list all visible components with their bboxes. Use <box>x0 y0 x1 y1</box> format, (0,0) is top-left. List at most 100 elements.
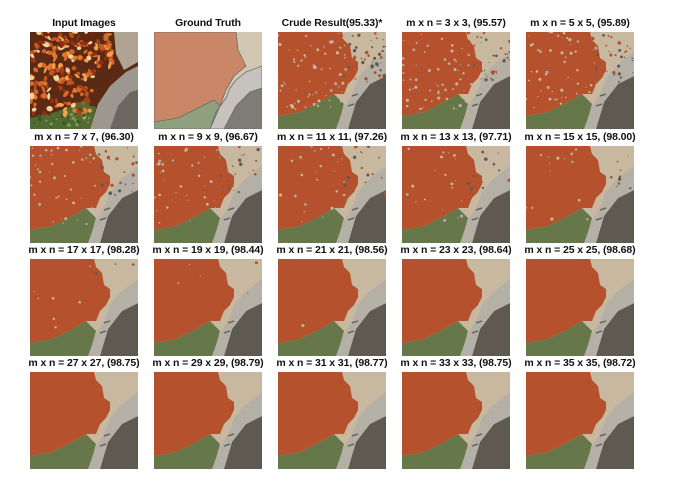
noise-speck <box>199 275 201 277</box>
noise-speck <box>37 297 40 300</box>
grass-region <box>154 321 220 356</box>
stone-crack <box>595 207 607 221</box>
leaf-blob <box>79 41 88 46</box>
noise-speck <box>463 89 465 91</box>
grass-blob <box>87 121 90 124</box>
noise-speck <box>352 155 357 159</box>
noise-speck <box>357 33 361 37</box>
gt-stone-region <box>210 66 262 129</box>
leaf-blob <box>43 75 48 82</box>
noise-speck <box>309 44 312 47</box>
noise-speck <box>599 57 601 59</box>
noise-speck <box>453 154 456 157</box>
leaf-blob <box>70 102 76 108</box>
noise-speck <box>569 51 573 55</box>
noise-speck <box>461 47 463 50</box>
noise-speck <box>247 292 249 294</box>
noise-speck <box>490 77 492 80</box>
noise-speck <box>360 151 362 153</box>
noise-speck <box>213 200 215 202</box>
noise-speck <box>62 222 64 224</box>
grass-region <box>402 94 468 129</box>
noise-speck <box>570 43 572 45</box>
panel-caption: Input Images <box>52 17 116 29</box>
noise-speck <box>440 37 444 40</box>
noise-speck <box>384 191 386 196</box>
noise-speck <box>481 181 484 183</box>
leaf-blob <box>91 69 97 75</box>
noise-speck <box>576 92 578 95</box>
noise-speck <box>337 87 339 89</box>
leaf-blob <box>72 108 77 113</box>
noise-speck <box>384 304 386 307</box>
noise-speck <box>414 78 418 82</box>
noise-speck <box>434 170 436 172</box>
stone-region <box>584 52 634 129</box>
leaf-blob <box>30 81 35 86</box>
noise-speck <box>576 82 580 85</box>
stone-crack <box>471 320 483 334</box>
noise-speck <box>467 53 470 57</box>
noise-speck <box>221 262 224 265</box>
segmentation-image <box>526 372 634 469</box>
noise-speck <box>549 49 552 52</box>
leaf-blob <box>91 90 97 95</box>
noise-speck <box>561 97 563 99</box>
noise-speck <box>444 88 447 92</box>
panel-caption: m x n = 33 x 33, (98.75) <box>400 357 512 369</box>
noise-speck <box>354 78 357 80</box>
noise-speck <box>38 170 42 174</box>
leaf-blob <box>45 50 50 54</box>
noise-speck <box>158 159 162 163</box>
noise-speck <box>546 86 550 89</box>
noise-speck <box>377 65 379 67</box>
leaf-blob <box>56 45 60 51</box>
segmentation-image <box>402 372 510 469</box>
noise-speck <box>187 199 189 201</box>
stone-region <box>88 166 138 243</box>
leaves-region <box>30 146 110 230</box>
noise-speck <box>323 45 325 48</box>
leaf-blob <box>47 50 53 56</box>
stone-region <box>584 392 634 469</box>
leaf-blob <box>76 85 85 89</box>
noise-speck <box>366 81 368 83</box>
noise-speck <box>330 206 334 210</box>
noise-speck <box>585 86 587 88</box>
leaf-blob <box>37 40 46 44</box>
leaf-blob <box>30 76 35 81</box>
noise-speck <box>219 174 222 177</box>
noise-speck <box>342 104 345 107</box>
noise-speck <box>472 64 476 67</box>
noise-speck <box>617 72 621 76</box>
grass-blob <box>75 122 79 127</box>
noise-speck <box>455 82 459 86</box>
leaf-blob <box>41 106 49 113</box>
leaf-blob <box>65 67 70 73</box>
leaf-blob <box>86 55 92 61</box>
noise-speck <box>48 171 50 173</box>
leaf-blob <box>69 49 75 55</box>
noise-speck <box>243 153 245 156</box>
noise-speck <box>373 71 377 75</box>
noise-speck <box>301 221 303 223</box>
noise-speck <box>254 261 258 265</box>
noise-speck <box>158 193 161 197</box>
noise-speck <box>324 82 326 84</box>
noise-speck <box>343 148 346 151</box>
noise-speck <box>329 89 333 92</box>
noise-speck <box>345 56 349 59</box>
noise-speck <box>78 149 80 151</box>
noise-speck <box>619 169 622 172</box>
noise-speck <box>354 46 358 49</box>
leaf-blob <box>50 37 58 42</box>
leaf-blob <box>95 39 100 44</box>
noise-speck <box>414 85 418 89</box>
noise-speck <box>482 32 486 35</box>
noise-speck <box>189 263 191 265</box>
noise-speck <box>233 189 235 192</box>
noise-speck <box>220 212 222 215</box>
noise-speck <box>293 58 296 61</box>
leaf-blob <box>70 39 75 46</box>
noise-speck <box>437 90 440 93</box>
